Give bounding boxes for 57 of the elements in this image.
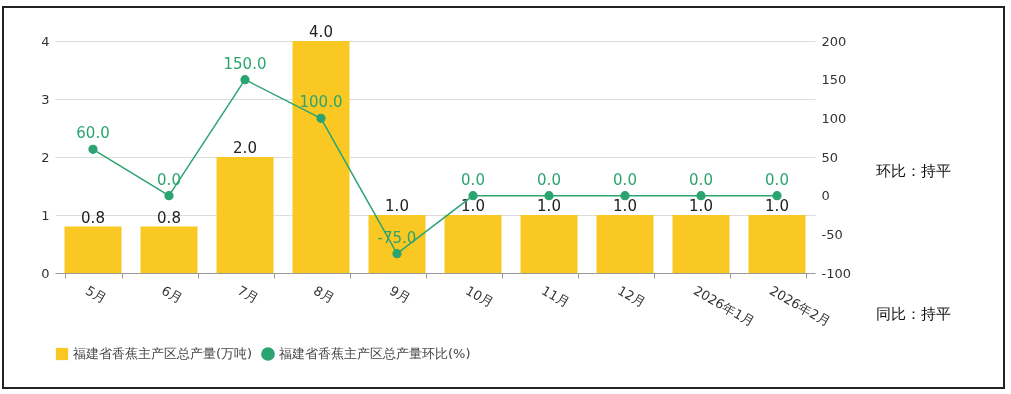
x-tick-label: 9月 — [387, 282, 413, 307]
y-tick-label: 0 — [41, 265, 50, 281]
data-label: 150.0 — [223, 54, 267, 73]
data-label: 4.0 — [309, 23, 333, 41]
bar — [520, 215, 578, 273]
point — [88, 144, 98, 154]
bar — [216, 157, 274, 273]
bar — [748, 215, 806, 273]
bar — [444, 215, 502, 273]
data-label: 0.8 — [157, 208, 181, 227]
data-label: 2.0 — [233, 139, 257, 157]
y2-tick-label: 100 — [821, 110, 847, 126]
data-label: 0.0 — [765, 170, 789, 189]
data-label: 60.0 — [76, 124, 110, 143]
point — [316, 113, 326, 123]
data-label: 0.0 — [157, 170, 181, 189]
x-tick-label: 8月 — [311, 282, 337, 307]
legend-label: 福建省香蕉主产区总产量环比(%) — [279, 346, 471, 361]
legend-label: 福建省香蕉主产区总产量(万吨) — [73, 346, 253, 361]
data-label: 1.0 — [537, 197, 561, 215]
data-label: 1.0 — [689, 197, 713, 215]
x-tick-label: 6月 — [159, 282, 185, 307]
bar — [672, 215, 730, 273]
y2-tick-label: 50 — [821, 149, 839, 165]
point — [392, 249, 402, 259]
y2-tick-label: 200 — [821, 33, 847, 49]
bar — [596, 215, 654, 273]
y2-tick-label: -50 — [821, 226, 843, 242]
data-label: 0.8 — [81, 208, 105, 227]
data-label: 1.0 — [461, 197, 485, 215]
x-tick-label: 11月 — [539, 282, 573, 311]
y-tick-label: 1 — [41, 207, 50, 223]
data-label: 1.0 — [765, 197, 789, 215]
data-label: 1.0 — [385, 197, 409, 215]
y2-tick-label: 150 — [821, 72, 847, 88]
data-label: 0.0 — [613, 170, 637, 189]
bar — [64, 226, 122, 273]
y2-tick-label: 0 — [821, 188, 830, 204]
data-label: 0.0 — [689, 170, 713, 189]
x-tick-label: 7月 — [235, 282, 261, 307]
data-label: 0.0 — [537, 170, 561, 189]
x-tick-label: 5月 — [83, 282, 109, 307]
text: 同比：持平 — [876, 305, 951, 324]
bar — [140, 226, 198, 273]
point — [240, 75, 250, 85]
y2-tick-label: -100 — [821, 265, 852, 281]
y-tick-label: 2 — [41, 149, 50, 165]
x-tick-label: 12月 — [615, 282, 649, 311]
text: 环比：持平 — [876, 162, 951, 181]
point — [164, 191, 174, 201]
bar — [292, 41, 350, 273]
data-label: 0.0 — [461, 170, 485, 189]
y-tick-label: 3 — [41, 91, 50, 107]
y-tick-label: 4 — [41, 33, 50, 49]
data-label: 1.0 — [613, 197, 637, 215]
data-label: 100.0 — [299, 93, 343, 112]
x-tick-label: 10月 — [463, 282, 497, 311]
